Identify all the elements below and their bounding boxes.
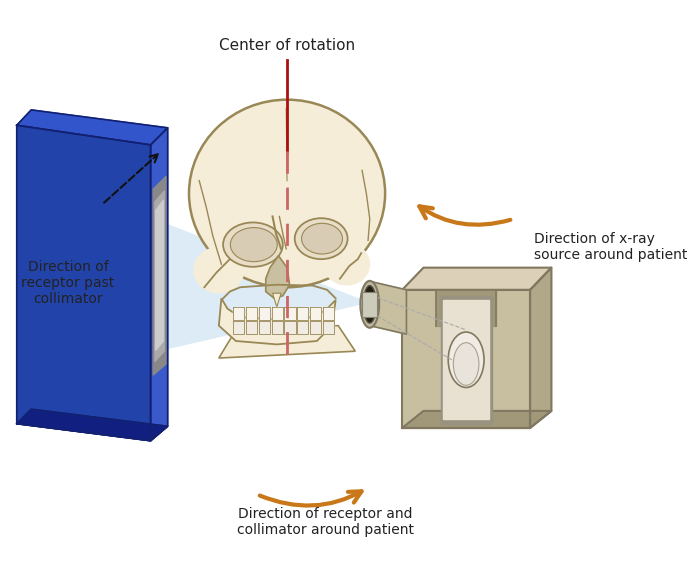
Polygon shape [153,177,166,375]
Polygon shape [259,307,270,320]
Text: Direction of
receptor past
collimator: Direction of receptor past collimator [21,260,114,306]
Polygon shape [310,321,321,334]
Polygon shape [297,321,308,334]
Polygon shape [530,267,552,428]
Polygon shape [156,200,164,350]
Polygon shape [402,267,552,290]
Polygon shape [402,411,552,428]
Polygon shape [272,307,283,320]
Polygon shape [234,307,245,320]
Polygon shape [219,298,335,344]
Polygon shape [246,307,257,320]
Text: Direction of x-ray
source around patient: Direction of x-ray source around patient [534,232,687,262]
Ellipse shape [360,281,379,328]
Ellipse shape [189,99,385,288]
Ellipse shape [448,332,484,388]
Polygon shape [441,296,492,424]
Polygon shape [272,321,283,334]
Polygon shape [155,191,164,362]
Ellipse shape [230,228,277,262]
Polygon shape [219,325,356,358]
Polygon shape [297,307,308,320]
Polygon shape [362,292,376,317]
Polygon shape [370,281,406,334]
Polygon shape [323,307,334,320]
Polygon shape [310,307,321,320]
Polygon shape [285,321,296,334]
Polygon shape [285,307,296,320]
Ellipse shape [453,343,479,385]
Ellipse shape [193,247,245,294]
Polygon shape [150,128,168,441]
Polygon shape [234,321,245,334]
Text: Direction of receptor and
collimator around patient: Direction of receptor and collimator aro… [237,507,414,538]
Polygon shape [166,223,370,350]
Polygon shape [323,321,334,334]
Polygon shape [17,110,168,145]
Polygon shape [402,290,530,428]
Ellipse shape [363,286,376,323]
Polygon shape [265,256,290,298]
Ellipse shape [223,223,283,267]
Ellipse shape [301,223,342,254]
Text: Center of rotation: Center of rotation [219,38,355,53]
Polygon shape [272,293,281,307]
Polygon shape [246,321,257,334]
Polygon shape [443,300,489,419]
Ellipse shape [295,218,348,259]
Polygon shape [437,290,496,325]
Ellipse shape [324,243,370,286]
Polygon shape [17,125,150,441]
Polygon shape [17,409,168,441]
Polygon shape [259,321,270,334]
